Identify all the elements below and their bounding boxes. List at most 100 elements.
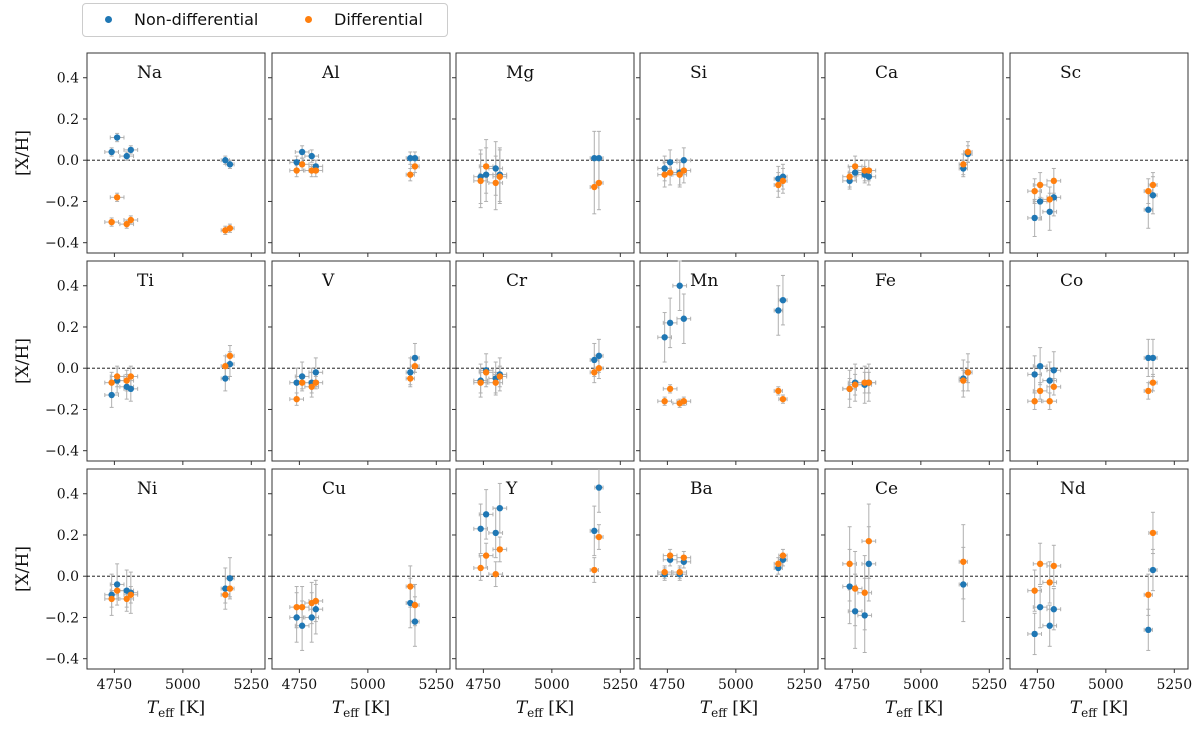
y-tick-label: −0.4 bbox=[45, 652, 79, 668]
data-point-diff bbox=[411, 362, 419, 370]
y-axis-label: [X/H] bbox=[13, 338, 33, 384]
panel-frame bbox=[455, 260, 635, 462]
data-point-nondiff bbox=[477, 525, 484, 532]
panel-title: Mn bbox=[690, 271, 718, 291]
y-tick-label: −0.2 bbox=[45, 402, 79, 418]
data-point-diff bbox=[127, 591, 135, 598]
panel-y: Y 4750 5000 5250 Teff [K] bbox=[452, 468, 638, 720]
data-point-nondiff bbox=[661, 165, 668, 172]
x-tick-label: 4750 bbox=[835, 677, 871, 693]
data-point-nondiff bbox=[411, 354, 419, 362]
panel-cr: Cr bbox=[452, 260, 635, 465]
data-point-diff bbox=[595, 179, 603, 187]
panel-title: Na bbox=[137, 63, 162, 83]
panel-frame bbox=[86, 260, 266, 462]
data-point-diff bbox=[775, 387, 782, 395]
panel-frame bbox=[455, 52, 635, 254]
data-point-diff bbox=[496, 373, 504, 380]
x-tick-label: 5250 bbox=[971, 677, 1007, 693]
data-point-diff bbox=[477, 379, 484, 386]
data-point-nondiff bbox=[595, 352, 603, 360]
data-point-diff bbox=[492, 179, 499, 187]
data-point-diff bbox=[1145, 387, 1152, 395]
data-point-diff bbox=[591, 566, 598, 574]
data-point-diff bbox=[779, 552, 787, 559]
panel-frame bbox=[824, 52, 1004, 254]
data-point-nondiff bbox=[1036, 603, 1044, 611]
data-point-nondiff bbox=[222, 585, 229, 592]
data-point-nondiff bbox=[1036, 362, 1044, 370]
data-point-diff bbox=[477, 564, 484, 572]
panel-mn: Mn bbox=[636, 260, 819, 465]
data-point-diff bbox=[846, 173, 853, 180]
data-point-diff bbox=[680, 554, 688, 561]
data-point-nondiff bbox=[226, 575, 234, 582]
data-point-nondiff bbox=[293, 379, 300, 386]
data-point-diff bbox=[127, 216, 135, 224]
data-point-diff bbox=[123, 595, 130, 603]
panel-frame bbox=[1009, 468, 1189, 670]
data-point-diff bbox=[865, 379, 873, 386]
data-point-diff bbox=[496, 546, 504, 553]
x-tick-label: 5000 bbox=[718, 677, 754, 693]
data-point-diff bbox=[108, 379, 115, 386]
data-point-nondiff bbox=[779, 296, 787, 304]
panel-cu: Cu 4750 5000 5250 Teff [K] bbox=[268, 468, 454, 720]
data-point-diff bbox=[496, 173, 504, 180]
data-point-nondiff bbox=[1149, 566, 1157, 574]
data-point-nondiff bbox=[775, 307, 782, 314]
data-point-nondiff bbox=[127, 385, 135, 393]
data-point-diff bbox=[960, 161, 967, 168]
data-point-diff bbox=[113, 587, 121, 594]
data-point-nondiff bbox=[298, 373, 306, 380]
y-tick-label: 0.0 bbox=[57, 569, 79, 585]
y-tick-label: 0.2 bbox=[57, 320, 79, 336]
y-tick-label: 0.4 bbox=[57, 279, 79, 295]
data-point-diff bbox=[964, 148, 972, 156]
data-point-diff bbox=[1046, 579, 1053, 586]
data-point-nondiff bbox=[222, 375, 229, 382]
panel-frame bbox=[271, 52, 451, 254]
data-point-diff bbox=[113, 194, 121, 201]
data-point-diff bbox=[680, 398, 688, 405]
data-point-diff bbox=[676, 171, 683, 178]
panel-mg: Mg bbox=[452, 52, 635, 257]
data-point-diff bbox=[1145, 591, 1152, 598]
data-point-nondiff bbox=[308, 614, 315, 621]
data-point-diff bbox=[666, 552, 674, 559]
data-point-diff bbox=[482, 163, 490, 170]
data-point-nondiff bbox=[407, 369, 414, 376]
data-point-nondiff bbox=[591, 527, 598, 535]
data-point-diff bbox=[846, 560, 853, 568]
data-point-nondiff bbox=[1050, 367, 1058, 374]
data-point-diff bbox=[851, 163, 859, 170]
panel-frame bbox=[824, 260, 1004, 462]
data-point-diff bbox=[407, 375, 414, 382]
panel-title: Ti bbox=[137, 271, 154, 291]
data-point-nondiff bbox=[865, 173, 873, 180]
y-tick-label: −0.4 bbox=[45, 444, 79, 460]
x-tick-label: 5250 bbox=[1156, 677, 1192, 693]
data-point-diff bbox=[293, 603, 300, 611]
data-point-nondiff bbox=[680, 157, 688, 164]
data-point-diff bbox=[964, 369, 972, 376]
data-point-diff bbox=[308, 383, 315, 390]
data-point-nondiff bbox=[1046, 377, 1053, 384]
data-point-nondiff bbox=[676, 282, 683, 289]
data-point-diff bbox=[1031, 187, 1038, 195]
x-tick-label: 5250 bbox=[233, 677, 269, 693]
data-point-diff bbox=[407, 583, 414, 590]
panel-si: Si bbox=[636, 52, 819, 257]
panel-frame bbox=[1009, 260, 1189, 462]
y-tick-label: 0.4 bbox=[57, 487, 79, 503]
data-point-diff bbox=[960, 558, 967, 565]
y-tick-label: 0.2 bbox=[57, 528, 79, 544]
data-point-diff bbox=[591, 183, 598, 191]
panel-frame bbox=[824, 468, 1004, 670]
data-point-diff bbox=[960, 377, 967, 384]
panel-ni: Ni 0.4 0.2 0.0 −0.2 −0.4 4750 5000 5250 Teff [K] bbox=[45, 468, 269, 720]
x-tick-label: 5250 bbox=[602, 677, 638, 693]
data-point-diff bbox=[298, 161, 306, 168]
data-point-nondiff bbox=[591, 154, 598, 162]
y-axis-label: [X/H] bbox=[13, 130, 33, 176]
